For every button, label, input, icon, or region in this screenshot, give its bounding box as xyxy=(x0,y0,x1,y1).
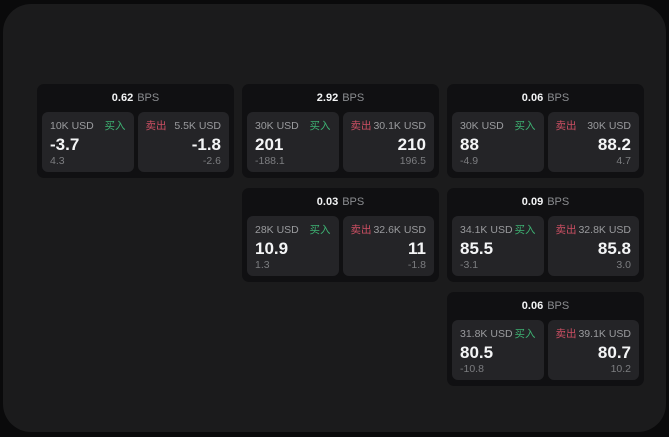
buy-size-label: 30K USD xyxy=(460,119,504,132)
bps-unit-label: BPS xyxy=(342,196,365,208)
bps-value: 0.03 xyxy=(316,196,339,208)
buy-change: -10.8 xyxy=(460,363,484,375)
buy-change: 1.3 xyxy=(255,259,270,271)
sell-price: 88.2 xyxy=(597,134,631,154)
buy-panel[interactable]: 28K USD 买入 10.9 1.3 xyxy=(247,216,339,276)
sell-change: 4.7 xyxy=(616,155,631,167)
buy-change: -188.1 xyxy=(255,155,285,167)
card-header: 0.09 BPS xyxy=(452,188,639,216)
sell-price: 80.7 xyxy=(597,342,631,362)
bps-unit-label: BPS xyxy=(547,196,570,208)
sell-panel[interactable]: 卖出 5.5K USD -1.8 -2.6 xyxy=(137,112,229,172)
sell-size-label: 32.8K USD xyxy=(578,223,631,236)
buy-tag: 买入 xyxy=(309,120,331,132)
buy-tag: 买入 xyxy=(104,120,126,132)
quote-card: 0.09 BPS 34.1K USD 买入 85.5 -3.1 卖出 32.8K… xyxy=(447,188,644,282)
sell-price: 85.8 xyxy=(597,238,631,258)
sell-size-label: 39.1K USD xyxy=(578,327,631,340)
sell-tag: 卖出 xyxy=(555,120,577,132)
card-header: 2.92 BPS xyxy=(247,84,434,112)
buy-tag: 买入 xyxy=(514,224,536,236)
sell-panel[interactable]: 卖出 39.1K USD 80.7 10.2 xyxy=(547,320,639,380)
buy-tag: 买入 xyxy=(514,120,536,132)
sell-change: -2.6 xyxy=(202,155,221,167)
buy-size-label: 10K USD xyxy=(50,119,94,132)
sell-panel[interactable]: 卖出 30.1K USD 210 196.5 xyxy=(342,112,434,172)
card-header: 0.06 BPS xyxy=(452,292,639,320)
sell-change: 10.2 xyxy=(610,363,631,375)
sell-panel[interactable]: 卖出 32.6K USD 11 -1.8 xyxy=(342,216,434,276)
buy-change: -3.1 xyxy=(460,259,479,271)
bps-unit-label: BPS xyxy=(137,92,160,104)
buy-tag: 买入 xyxy=(309,224,331,236)
bps-value: 0.62 xyxy=(111,92,134,104)
buy-change: -4.9 xyxy=(460,155,479,167)
card-header: 0.62 BPS xyxy=(42,84,229,112)
sell-size-label: 5.5K USD xyxy=(174,119,221,132)
sell-size-label: 30.1K USD xyxy=(373,119,426,132)
bps-value: 0.06 xyxy=(521,92,544,104)
quote-card-grid: 0.62 BPS 10K USD 买入 -3.7 4.3 卖出 5.5K USD xyxy=(37,84,644,386)
quote-card: 0.62 BPS 10K USD 买入 -3.7 4.3 卖出 5.5K USD xyxy=(37,84,234,178)
buy-panel[interactable]: 31.8K USD 买入 80.5 -10.8 xyxy=(452,320,544,380)
buy-panel[interactable]: 34.1K USD 买入 85.5 -3.1 xyxy=(452,216,544,276)
card-header: 0.03 BPS xyxy=(247,188,434,216)
buy-panel[interactable]: 30K USD 买入 88 -4.9 xyxy=(452,112,544,172)
bps-unit-label: BPS xyxy=(547,92,570,104)
buy-price: 201 xyxy=(255,134,284,154)
sell-tag: 卖出 xyxy=(555,328,577,340)
buy-size-label: 34.1K USD xyxy=(460,223,513,236)
buy-price: -3.7 xyxy=(50,134,80,154)
buy-panel[interactable]: 10K USD 买入 -3.7 4.3 xyxy=(42,112,134,172)
sell-tag: 卖出 xyxy=(350,120,372,132)
sell-price: 210 xyxy=(397,134,426,154)
sell-change: -1.8 xyxy=(407,259,426,271)
card-header: 0.06 BPS xyxy=(452,84,639,112)
buy-size-label: 31.8K USD xyxy=(460,327,513,340)
sell-tag: 卖出 xyxy=(555,224,577,236)
buy-price: 85.5 xyxy=(460,238,494,258)
quote-card: 2.92 BPS 30K USD 买入 201 -188.1 卖出 30.1K … xyxy=(242,84,439,178)
sell-size-label: 32.6K USD xyxy=(373,223,426,236)
quote-card: 0.03 BPS 28K USD 买入 10.9 1.3 卖出 32.6K US… xyxy=(242,188,439,282)
sell-panel[interactable]: 卖出 32.8K USD 85.8 3.0 xyxy=(547,216,639,276)
bps-value: 2.92 xyxy=(316,92,339,104)
sell-tag: 卖出 xyxy=(145,120,167,132)
buy-price: 88 xyxy=(460,134,479,154)
sell-tag: 卖出 xyxy=(350,224,372,236)
buy-panel[interactable]: 30K USD 买入 201 -188.1 xyxy=(247,112,339,172)
bps-unit-label: BPS xyxy=(547,300,570,312)
buy-price: 80.5 xyxy=(460,342,494,362)
buy-size-label: 28K USD xyxy=(255,223,299,236)
buy-change: 4.3 xyxy=(50,155,65,167)
quote-card: 0.06 BPS 31.8K USD 买入 80.5 -10.8 卖出 39.1… xyxy=(447,292,644,386)
buy-size-label: 30K USD xyxy=(255,119,299,132)
app-window: 0.62 BPS 10K USD 买入 -3.7 4.3 卖出 5.5K USD xyxy=(3,4,666,432)
bps-value: 0.06 xyxy=(521,300,544,312)
buy-tag: 买入 xyxy=(514,328,536,340)
sell-price: -1.8 xyxy=(191,134,221,154)
sell-price: 11 xyxy=(408,238,426,258)
sell-panel[interactable]: 卖出 30K USD 88.2 4.7 xyxy=(547,112,639,172)
bps-unit-label: BPS xyxy=(342,92,365,104)
bps-value: 0.09 xyxy=(521,196,544,208)
sell-size-label: 30K USD xyxy=(587,119,631,132)
quote-card: 0.06 BPS 30K USD 买入 88 -4.9 卖出 30K USD xyxy=(447,84,644,178)
buy-price: 10.9 xyxy=(255,238,289,258)
sell-change: 196.5 xyxy=(399,155,426,167)
sell-change: 3.0 xyxy=(616,259,631,271)
